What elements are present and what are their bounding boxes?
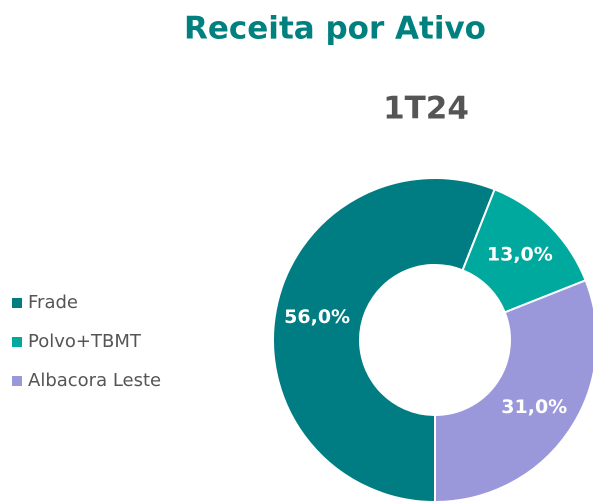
data-label: 13,0% bbox=[487, 244, 553, 266]
legend-label: Albacora Leste bbox=[28, 370, 161, 391]
donut-slice bbox=[272, 177, 496, 502]
data-label: 56,0% bbox=[284, 306, 350, 328]
chart-subtitle: 1T24 bbox=[383, 91, 469, 127]
data-label: 31,0% bbox=[501, 396, 567, 418]
legend-swatch bbox=[12, 376, 22, 386]
legend-label: Polvo+TBMT bbox=[28, 331, 142, 352]
chart-title: Receita por Ativo bbox=[184, 11, 486, 47]
legend-swatch bbox=[12, 298, 22, 308]
donut-slice bbox=[434, 279, 593, 502]
legend-label: Frade bbox=[28, 292, 78, 313]
legend-swatch bbox=[12, 337, 22, 347]
